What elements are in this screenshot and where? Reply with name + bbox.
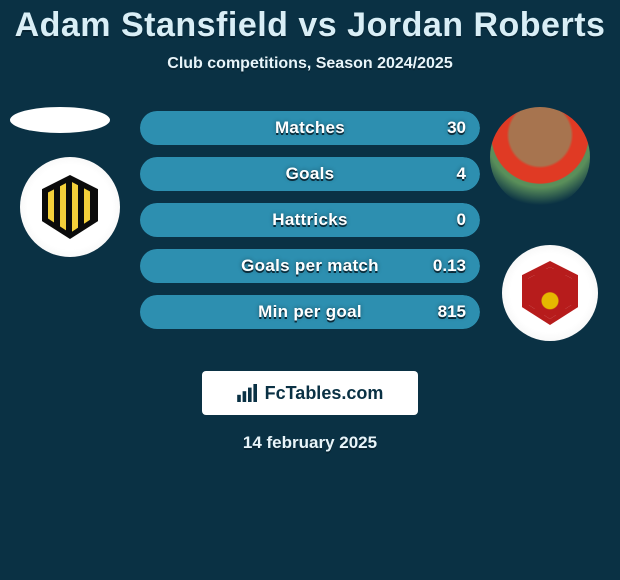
source-badge-text: FcTables.com [265,383,384,404]
source-badge: FcTables.com [202,371,418,415]
stat-bars: Matches30 Goals4 Hattricks0 Goals per match… [140,111,480,341]
date-label: 14 february 2025 [0,433,620,453]
bar-chart-icon [237,384,259,402]
stat-label: Goals [140,157,480,191]
stat-row: Matches30 [140,111,480,145]
stat-value-right: 815 [438,295,466,329]
stat-label: Hattricks [140,203,480,237]
player-right-avatar [490,107,590,207]
comparison-card: Adam Stansfield vs Jordan Roberts Club c… [0,0,620,580]
stat-row: Goals4 [140,157,480,191]
club-left-crest [20,157,120,257]
stat-label: Goals per match [140,249,480,283]
stat-value-right: 30 [447,111,466,145]
stats-section: Matches30 Goals4 Hattricks0 Goals per match… [0,107,620,347]
stat-value-right: 0.13 [433,249,466,283]
stat-row: Goals per match0.13 [140,249,480,283]
player-left-avatar [10,107,110,133]
stat-label: Matches [140,111,480,145]
subtitle: Club competitions, Season 2024/2025 [0,55,620,73]
crest-shape [522,261,578,325]
crest-shape [42,175,98,239]
stat-value-right: 4 [457,157,466,191]
stat-label: Min per goal [140,295,480,329]
club-right-crest [502,245,598,341]
stat-value-right: 0 [457,203,466,237]
page-title: Adam Stansfield vs Jordan Roberts [0,0,620,45]
stat-row: Hattricks0 [140,203,480,237]
stat-row: Min per goal815 [140,295,480,329]
